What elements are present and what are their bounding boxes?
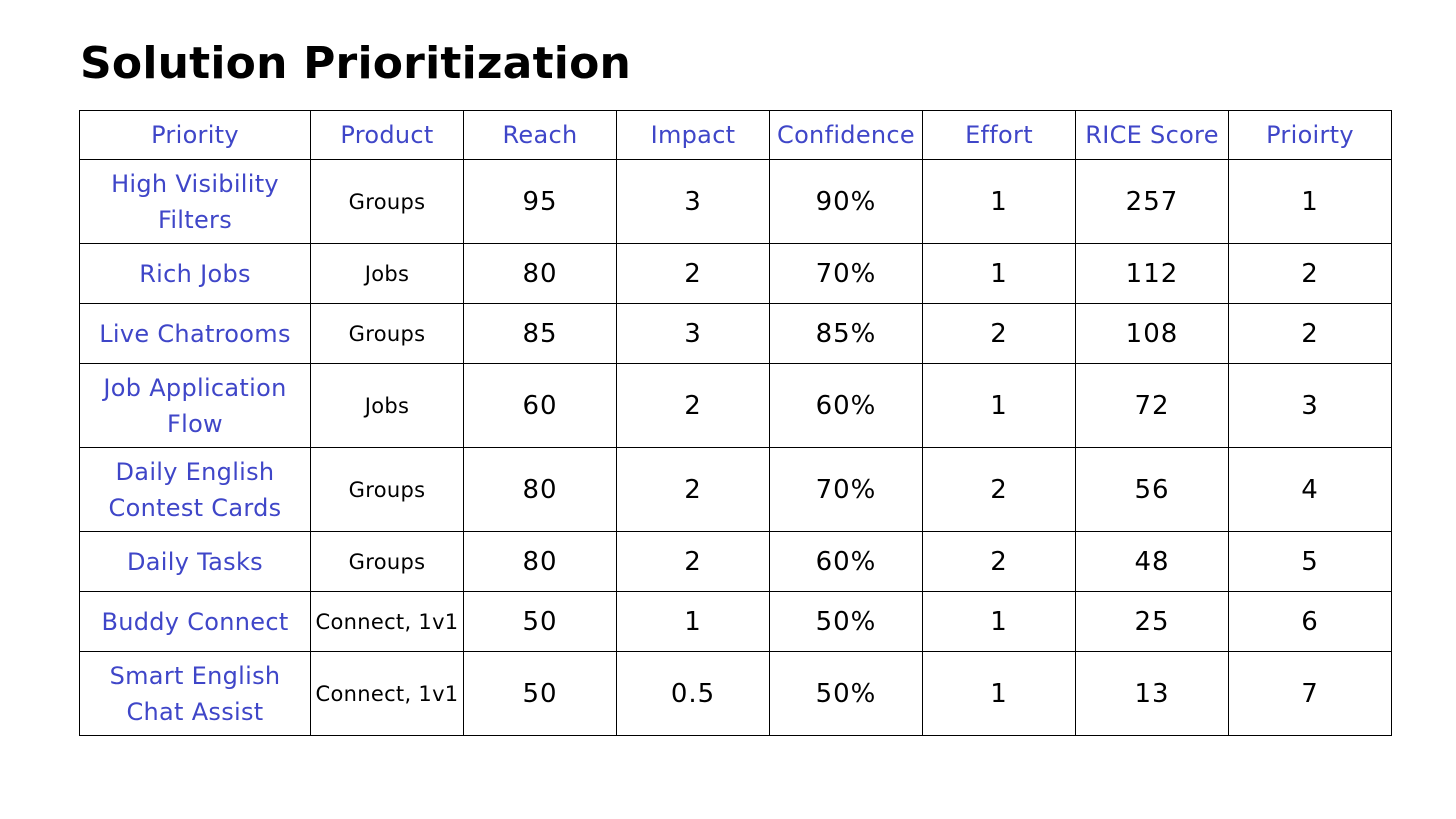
table-row: Job Application Flow Jobs 60 2 60% 1 72 … <box>79 363 1392 448</box>
effort-cell: 2 <box>922 531 1076 592</box>
effort-cell: 1 <box>922 243 1076 304</box>
solution-name-cell: Smart English Chat Assist <box>79 651 311 736</box>
priority-rank-cell: 1 <box>1228 159 1392 244</box>
solution-name-cell: High Visibility Filters <box>79 159 311 244</box>
effort-cell: 1 <box>922 591 1076 652</box>
rice-prioritization-table: Priority Product Reach Impact Confidence… <box>79 110 1392 736</box>
solution-name-cell: Job Application Flow <box>79 363 311 448</box>
reach-cell: 80 <box>463 531 617 592</box>
impact-cell: 3 <box>616 159 770 244</box>
effort-cell: 2 <box>922 447 1076 532</box>
table-row: Buddy Connect Connect, 1v1 50 1 50% 1 25… <box>79 591 1392 652</box>
column-header-prioirty: Prioirty <box>1228 110 1392 160</box>
product-cell: Groups <box>310 303 464 364</box>
rice-score-cell: 112 <box>1075 243 1229 304</box>
impact-cell: 2 <box>616 363 770 448</box>
solution-name-cell: Daily Tasks <box>79 531 311 592</box>
impact-cell: 0.5 <box>616 651 770 736</box>
reach-cell: 50 <box>463 651 617 736</box>
column-header-rice-score: RICE Score <box>1075 110 1229 160</box>
solution-name-cell: Live Chatrooms <box>79 303 311 364</box>
reach-cell: 60 <box>463 363 617 448</box>
solution-name-cell: Buddy Connect <box>79 591 311 652</box>
table-row: Live Chatrooms Groups 85 3 85% 2 108 2 <box>79 303 1392 364</box>
solution-name-cell: Daily English Contest Cards <box>79 447 311 532</box>
reach-cell: 80 <box>463 243 617 304</box>
confidence-cell: 70% <box>769 243 923 304</box>
product-cell: Jobs <box>310 363 464 448</box>
product-cell: Groups <box>310 447 464 532</box>
reach-cell: 80 <box>463 447 617 532</box>
column-header-effort: Effort <box>922 110 1076 160</box>
rice-score-cell: 25 <box>1075 591 1229 652</box>
page-title: Solution Prioritization <box>80 38 632 89</box>
product-cell: Connect, 1v1 <box>310 591 464 652</box>
table-row: Daily Tasks Groups 80 2 60% 2 48 5 <box>79 531 1392 592</box>
rice-score-cell: 56 <box>1075 447 1229 532</box>
impact-cell: 2 <box>616 531 770 592</box>
confidence-cell: 60% <box>769 531 923 592</box>
rice-score-cell: 108 <box>1075 303 1229 364</box>
column-header-reach: Reach <box>463 110 617 160</box>
impact-cell: 2 <box>616 243 770 304</box>
priority-rank-cell: 2 <box>1228 243 1392 304</box>
rice-score-cell: 48 <box>1075 531 1229 592</box>
confidence-cell: 60% <box>769 363 923 448</box>
effort-cell: 1 <box>922 651 1076 736</box>
impact-cell: 3 <box>616 303 770 364</box>
effort-cell: 1 <box>922 363 1076 448</box>
effort-cell: 2 <box>922 303 1076 364</box>
product-cell: Connect, 1v1 <box>310 651 464 736</box>
table-row: Rich Jobs Jobs 80 2 70% 1 112 2 <box>79 243 1392 304</box>
priority-rank-cell: 3 <box>1228 363 1392 448</box>
reach-cell: 50 <box>463 591 617 652</box>
impact-cell: 1 <box>616 591 770 652</box>
priority-rank-cell: 5 <box>1228 531 1392 592</box>
confidence-cell: 90% <box>769 159 923 244</box>
table-row: Daily English Contest Cards Groups 80 2 … <box>79 447 1392 532</box>
table-row: High Visibility Filters Groups 95 3 90% … <box>79 159 1392 244</box>
solution-name-cell: Rich Jobs <box>79 243 311 304</box>
rice-score-cell: 257 <box>1075 159 1229 244</box>
confidence-cell: 70% <box>769 447 923 532</box>
confidence-cell: 50% <box>769 651 923 736</box>
reach-cell: 85 <box>463 303 617 364</box>
column-header-confidence: Confidence <box>769 110 923 160</box>
priority-rank-cell: 6 <box>1228 591 1392 652</box>
product-cell: Jobs <box>310 243 464 304</box>
confidence-cell: 85% <box>769 303 923 364</box>
priority-rank-cell: 7 <box>1228 651 1392 736</box>
header-row: Priority Product Reach Impact Confidence… <box>79 110 1392 160</box>
confidence-cell: 50% <box>769 591 923 652</box>
column-header-impact: Impact <box>616 110 770 160</box>
reach-cell: 95 <box>463 159 617 244</box>
table-row: Smart English Chat Assist Connect, 1v1 5… <box>79 651 1392 736</box>
priority-rank-cell: 4 <box>1228 447 1392 532</box>
column-header-product: Product <box>310 110 464 160</box>
rice-score-cell: 13 <box>1075 651 1229 736</box>
column-header-priority: Priority <box>79 110 311 160</box>
rice-score-cell: 72 <box>1075 363 1229 448</box>
effort-cell: 1 <box>922 159 1076 244</box>
priority-rank-cell: 2 <box>1228 303 1392 364</box>
product-cell: Groups <box>310 531 464 592</box>
impact-cell: 2 <box>616 447 770 532</box>
product-cell: Groups <box>310 159 464 244</box>
